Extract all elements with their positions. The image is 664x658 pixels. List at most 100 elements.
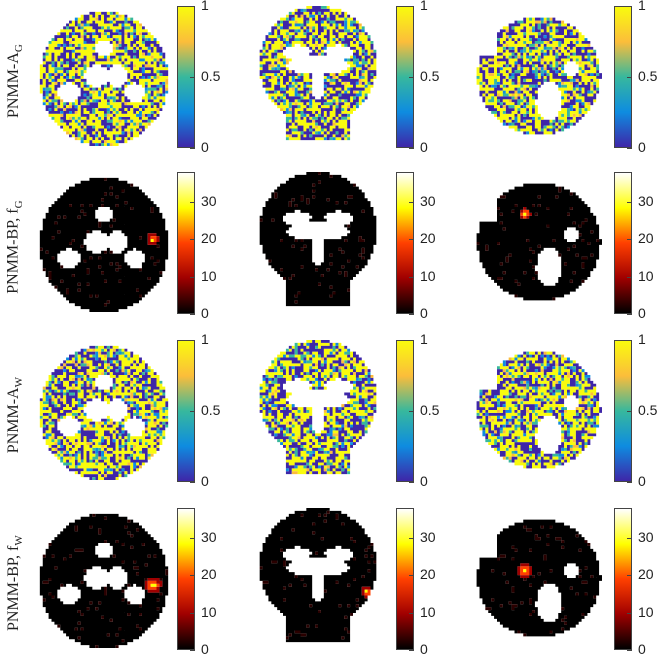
- colorbar-tick-label: 10: [638, 604, 654, 620]
- colorbar-tick-mark: [409, 340, 414, 341]
- colorbar-tick-mark: [409, 538, 414, 539]
- colorbar-tick-label: 0.5: [201, 402, 220, 418]
- colorbar: [177, 172, 195, 314]
- colorbar-tick-label: 1: [201, 331, 209, 347]
- row-label-text: PNMM-AW: [5, 377, 25, 453]
- colorbar-tick-mark: [409, 314, 414, 315]
- colorbar-tick-mark: [409, 77, 414, 78]
- colorbar-tick-label: 10: [638, 268, 654, 284]
- colorbar-tick-label: 0: [638, 473, 646, 489]
- colorbar-tick-label: 20: [638, 230, 654, 246]
- colorbar-tick-mark: [190, 202, 195, 203]
- colorbar-tick-mark: [627, 575, 632, 576]
- colorbar-tick-label: 10: [420, 268, 436, 284]
- brain-slice-coronal: [248, 340, 388, 480]
- colorbar-tick-label: 20: [420, 566, 436, 582]
- brain-slice-coronal: [248, 172, 388, 312]
- colorbar-tick-mark: [190, 538, 195, 539]
- colorbar-tick-mark: [409, 239, 414, 240]
- row-label-text: PNMM-BP, fG: [5, 200, 25, 293]
- row-label: PNMM-BP, fG: [2, 172, 28, 322]
- colorbar-tick-mark: [409, 575, 414, 576]
- colorbar-tick-label: 20: [201, 230, 217, 246]
- brain-slice-sagittal: [462, 340, 602, 480]
- brain-slice-coronal: [248, 6, 388, 146]
- colorbar-tick-label: 0: [420, 305, 428, 321]
- colorbar: [177, 508, 195, 650]
- colorbar-tick-mark: [409, 6, 414, 7]
- colorbar-tick-label: 30: [638, 529, 654, 545]
- colorbar-tick-label: 20: [638, 566, 654, 582]
- colorbar-tick-label: 1: [201, 0, 209, 13]
- brain-slice-axial: [34, 6, 174, 146]
- colorbar-tick-mark: [627, 202, 632, 203]
- colorbar-tick-label: 0: [420, 473, 428, 489]
- row-label-text: PNMM-AG: [5, 44, 25, 118]
- colorbar-tick-label: 0: [201, 139, 209, 155]
- colorbar-tick-label: 20: [420, 230, 436, 246]
- colorbar: [614, 172, 632, 314]
- colorbar: [396, 172, 414, 314]
- colorbar-tick-label: 0.5: [420, 68, 439, 84]
- colorbar-tick-label: 0: [420, 139, 428, 155]
- colorbar-tick-mark: [190, 6, 195, 7]
- colorbar-tick-mark: [409, 613, 414, 614]
- brain-slice-axial: [34, 340, 174, 480]
- colorbar-tick-mark: [627, 538, 632, 539]
- colorbar-tick-mark: [627, 239, 632, 240]
- colorbar-tick-mark: [190, 575, 195, 576]
- colorbar-tick-mark: [627, 77, 632, 78]
- brain-slice-sagittal: [462, 508, 602, 648]
- colorbar-tick-mark: [627, 613, 632, 614]
- colorbar-tick-mark: [627, 6, 632, 7]
- colorbar-tick-label: 30: [638, 193, 654, 209]
- row-label-text: PNMM-BP, fW: [5, 535, 25, 631]
- colorbar-tick-mark: [190, 277, 195, 278]
- colorbar-tick-mark: [190, 650, 195, 651]
- row-label: PNMM-AG: [2, 6, 28, 156]
- colorbar-tick-mark: [409, 482, 414, 483]
- colorbar-tick-label: 30: [201, 193, 217, 209]
- colorbar-tick-mark: [190, 411, 195, 412]
- colorbar-tick-mark: [627, 482, 632, 483]
- colorbar-tick-mark: [190, 314, 195, 315]
- colorbar-tick-mark: [627, 411, 632, 412]
- colorbar-tick-mark: [627, 650, 632, 651]
- colorbar-tick-label: 10: [201, 268, 217, 284]
- colorbar-tick-label: 30: [201, 529, 217, 545]
- colorbar-tick-label: 1: [638, 0, 646, 13]
- colorbar-tick-mark: [409, 202, 414, 203]
- colorbar-tick-label: 0: [638, 305, 646, 321]
- row-label: PNMM-AW: [2, 340, 28, 490]
- colorbar-tick-label: 30: [420, 529, 436, 545]
- colorbar-tick-label: 10: [420, 604, 436, 620]
- colorbar-tick-label: 0.5: [638, 402, 657, 418]
- colorbar-tick-mark: [627, 314, 632, 315]
- brain-slice-axial: [34, 508, 174, 648]
- colorbar-tick-mark: [409, 411, 414, 412]
- brain-slice-sagittal: [462, 6, 602, 146]
- brain-slice-axial: [34, 172, 174, 312]
- colorbar-tick-label: 0.5: [638, 68, 657, 84]
- colorbar-tick-label: 0.5: [420, 402, 439, 418]
- colorbar-tick-mark: [190, 340, 195, 341]
- colorbar-tick-mark: [627, 340, 632, 341]
- colorbar-tick-label: 10: [201, 604, 217, 620]
- colorbar-tick-mark: [190, 77, 195, 78]
- colorbar-tick-label: 1: [638, 331, 646, 347]
- colorbar-tick-label: 0.5: [201, 68, 220, 84]
- colorbar-tick-mark: [627, 148, 632, 149]
- colorbar-tick-label: 0: [638, 139, 646, 155]
- brain-slice-sagittal: [462, 172, 602, 312]
- colorbar-tick-label: 1: [420, 331, 428, 347]
- colorbar-tick-label: 30: [420, 193, 436, 209]
- colorbar-tick-mark: [190, 482, 195, 483]
- row-label: PNMM-BP, fW: [2, 508, 28, 658]
- colorbar-tick-mark: [190, 613, 195, 614]
- colorbar: [396, 508, 414, 650]
- colorbar-tick-label: 1: [420, 0, 428, 13]
- colorbar-tick-mark: [190, 239, 195, 240]
- colorbar-tick-mark: [627, 277, 632, 278]
- colorbar-tick-mark: [190, 148, 195, 149]
